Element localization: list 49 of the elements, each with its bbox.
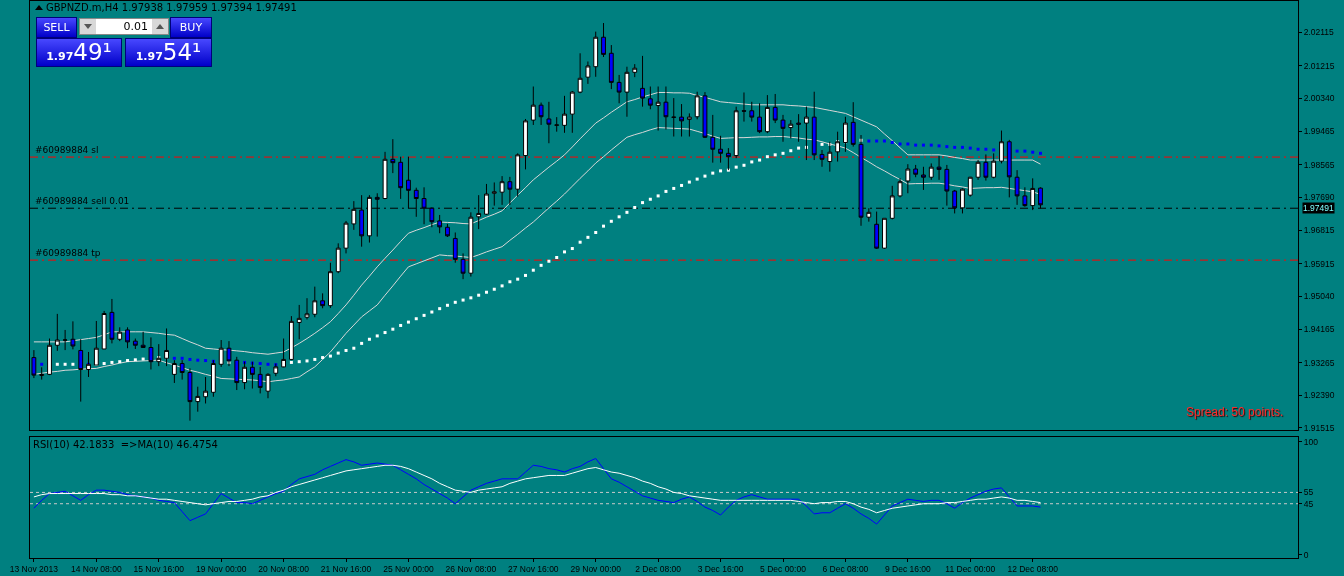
y-tick-label: 1.91515 bbox=[1303, 422, 1335, 433]
y-tick-label: 1.93265 bbox=[1303, 357, 1335, 368]
y-tick-label: 1.92390 bbox=[1303, 390, 1335, 401]
price-panel: 1.9749¹ bbox=[36, 38, 122, 67]
ref-line-label: #60989884 sell 0.01 bbox=[35, 196, 130, 206]
y-tick-label: 55 bbox=[1303, 487, 1314, 498]
input-field: 0.01 bbox=[79, 18, 169, 35]
x-tick-label: 5 Dec 00:00 bbox=[760, 564, 807, 575]
y-tick-label: 1.94165 bbox=[1303, 323, 1335, 334]
x-tick-label: 12 Dec 08:00 bbox=[1007, 564, 1059, 575]
x-tick-label: 25 Nov 00:00 bbox=[383, 564, 434, 575]
button: SELL bbox=[36, 17, 77, 38]
price-panel: 1.9754¹ bbox=[125, 38, 212, 67]
y-tick-label: 45 bbox=[1303, 498, 1314, 509]
x-tick-label: 13 Nov 2013 bbox=[9, 564, 59, 575]
ref-line-label: #60989884 sl bbox=[35, 145, 99, 155]
x-tick-label: 6 Dec 08:00 bbox=[822, 564, 869, 575]
x-tick-label: 14 Nov 08:00 bbox=[71, 564, 122, 575]
y-tick-label: 1.97690 bbox=[1303, 192, 1335, 203]
x-tick-label: 26 Nov 08:00 bbox=[445, 564, 497, 575]
x-tick-label: 19 Nov 00:00 bbox=[195, 564, 247, 575]
ref-line-label: #60989884 tp bbox=[35, 248, 101, 258]
text: 1.97491 bbox=[1303, 203, 1334, 213]
y-tick-label: 2.01215 bbox=[1303, 60, 1335, 71]
button: BUY bbox=[170, 17, 212, 38]
x-tick-label: 20 Nov 08:00 bbox=[258, 564, 310, 575]
chart-title: GBPNZD.m,H4 1.97938 1.97959 1.97394 1.97491 bbox=[46, 2, 297, 14]
y-tick-label: 1.98565 bbox=[1303, 159, 1335, 170]
y-tick-label: 2.02115 bbox=[1303, 27, 1335, 38]
y-tick-label: 100 bbox=[1303, 436, 1319, 447]
annotation: 0.01 bbox=[123, 20, 148, 33]
annotation: 1.9749¹ bbox=[46, 39, 112, 65]
x-tick-label: 3 Dec 16:00 bbox=[697, 564, 744, 575]
x-tick-label: 21 Nov 16:00 bbox=[320, 564, 372, 575]
x-tick-label: 27 Nov 16:00 bbox=[508, 564, 559, 575]
x-tick-label: 15 Nov 16:00 bbox=[133, 564, 185, 575]
x-tick-label: 2 Dec 08:00 bbox=[635, 564, 682, 575]
annotation: 1.9754¹ bbox=[135, 39, 202, 65]
y-tick-label: 2.00340 bbox=[1303, 93, 1335, 104]
y-tick-label: 1.96815 bbox=[1303, 225, 1335, 236]
x-tick-label: 29 Nov 00:00 bbox=[570, 564, 622, 575]
y-tick-label: 0 bbox=[1303, 549, 1309, 560]
x-tick-label: 9 Dec 16:00 bbox=[884, 564, 932, 575]
chart-title: RSI(10) 42.1833 =>MA(10) 46.4754 bbox=[33, 439, 218, 451]
y-tick-label: 1.95040 bbox=[1303, 291, 1335, 302]
x-tick-label: 11 Dec 00:00 bbox=[945, 564, 996, 575]
text: Spread: 50 points. bbox=[1186, 405, 1284, 419]
y-tick-label: 1.99465 bbox=[1303, 126, 1335, 137]
y-tick-label: 1.95915 bbox=[1303, 258, 1335, 269]
